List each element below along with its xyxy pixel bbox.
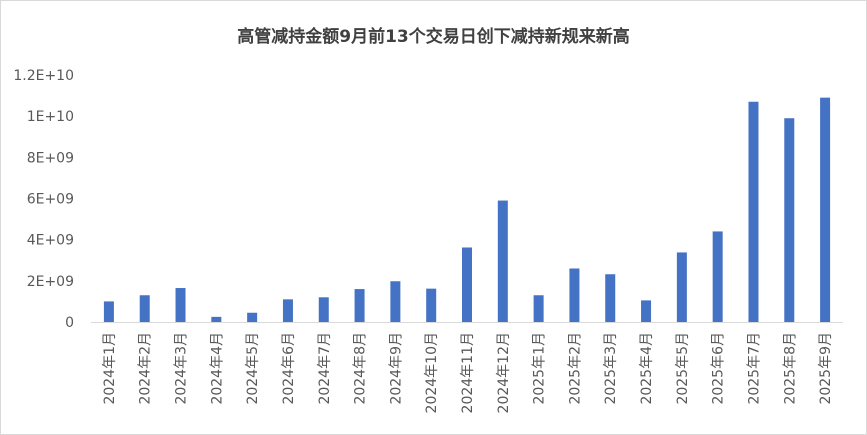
bar xyxy=(211,316,222,322)
chart-title: 高管减持金额9月前13个交易日创下减持新规来新高 xyxy=(237,27,630,47)
x-tick-label: 2024年2月 xyxy=(138,332,154,405)
x-tick-label: 2024年9月 xyxy=(388,332,404,405)
bar xyxy=(820,97,831,323)
bar xyxy=(426,288,437,322)
bar xyxy=(282,299,293,322)
bar xyxy=(139,295,150,322)
bar xyxy=(354,289,365,322)
x-tick-label: 2024年5月 xyxy=(245,332,261,405)
bar xyxy=(175,288,186,322)
x-tick-label: 2025年1月 xyxy=(532,332,548,405)
bar xyxy=(533,295,544,322)
bar xyxy=(784,118,795,322)
x-tick-label: 2025年3月 xyxy=(603,332,619,405)
x-tick-label: 2024年6月 xyxy=(281,332,297,405)
x-tick-label: 2024年7月 xyxy=(317,332,333,405)
x-tick-label: 2024年12月 xyxy=(496,332,512,413)
x-tick-label: 2025年2月 xyxy=(567,332,583,405)
bars xyxy=(103,97,831,323)
x-tick-label: 2024年10月 xyxy=(424,332,440,413)
bar xyxy=(247,312,258,322)
x-tick-label: 2025年5月 xyxy=(675,332,691,405)
x-tick-label: 2025年6月 xyxy=(711,332,727,405)
y-tick-label: 2E+09 xyxy=(27,274,74,290)
bar xyxy=(676,252,687,322)
x-tick-label: 2024年3月 xyxy=(174,332,190,405)
bar xyxy=(318,297,329,322)
y-tick-label: 8E+09 xyxy=(27,150,74,166)
x-tick-label: 2025年7月 xyxy=(746,332,762,405)
bar xyxy=(641,300,652,322)
bar xyxy=(497,200,508,322)
bar xyxy=(748,101,759,322)
y-tick-label: 0 xyxy=(65,315,74,331)
y-tick-label: 1.2E+10 xyxy=(13,68,74,84)
bar xyxy=(103,301,114,322)
y-axis-ticks: 0 2E+09 4E+09 6E+09 8E+09 1E+10 1.2E+10 xyxy=(13,68,74,331)
bar xyxy=(569,268,580,322)
x-tick-label: 2024年8月 xyxy=(353,332,369,405)
x-tick-label: 2025年9月 xyxy=(818,332,834,405)
bar xyxy=(462,247,472,322)
x-tick-label: 2024年11月 xyxy=(460,332,476,413)
bar xyxy=(712,231,723,322)
y-tick-label: 4E+09 xyxy=(27,233,74,249)
x-tick-label: 2024年1月 xyxy=(102,332,118,405)
bar xyxy=(605,274,616,322)
x-tick-label: 2025年4月 xyxy=(639,332,655,405)
x-tick-label: 2024年4月 xyxy=(209,332,225,405)
bar xyxy=(390,281,401,322)
x-axis-labels: 2024年1月 2024年2月 2024年3月 2024年4月 2024年5月 2024年… xyxy=(102,332,834,413)
x-tick-label: 2025年8月 xyxy=(782,332,798,405)
y-tick-label: 6E+09 xyxy=(27,192,74,208)
y-tick-label: 1E+10 xyxy=(27,109,74,125)
